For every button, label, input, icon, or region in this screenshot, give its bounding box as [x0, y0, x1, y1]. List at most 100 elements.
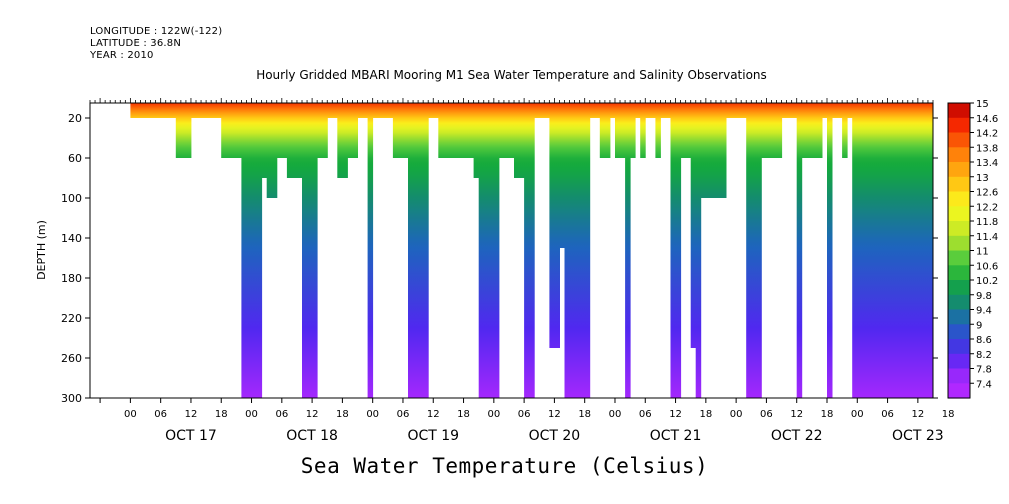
colorbar-swatch — [948, 383, 970, 399]
x-hour-label: 18 — [336, 409, 349, 420]
data-column-8 — [266, 103, 278, 198]
data-column-56 — [821, 103, 828, 118]
data-column-18 — [372, 103, 394, 118]
x-hour-label: 06 — [639, 409, 652, 420]
x-hour-label: 06 — [275, 409, 288, 420]
data-column-7 — [261, 103, 268, 178]
y-tick-label: 220 — [61, 312, 82, 325]
data-column-27 — [498, 103, 515, 158]
data-column-57 — [827, 103, 833, 398]
colorbar-tick-label: 13 — [976, 173, 989, 184]
x-day-label: OCT 19 — [407, 428, 459, 444]
longitude-label: LONGITUDE : 122W(-122) — [90, 26, 223, 37]
colorbar-tick-label: 10.6 — [976, 261, 998, 272]
x-hour-label: 12 — [548, 409, 561, 420]
x-hour-label: 06 — [881, 409, 894, 420]
colorbar-tick-label: 11.4 — [976, 232, 998, 243]
x-day-label: OCT 18 — [286, 428, 338, 444]
chart-title: Hourly Gridded MBARI Mooring M1 Sea Wate… — [256, 68, 767, 82]
data-column-26 — [488, 103, 500, 398]
data-column-47 — [690, 103, 697, 348]
colorbar-swatch — [948, 117, 970, 134]
data-column-42 — [645, 103, 656, 118]
data-column-11 — [302, 103, 318, 398]
plot-frame — [89, 102, 934, 399]
data-column-36 — [609, 103, 616, 118]
colorbar-tick-label: 13.4 — [976, 158, 998, 169]
x-hour-label: 12 — [306, 409, 319, 420]
data-column-20 — [408, 103, 424, 398]
x-day-label: OCT 21 — [650, 428, 702, 444]
data-column-19 — [392, 103, 409, 158]
colorbar-tick-label: 13.8 — [976, 143, 998, 154]
data-column-34 — [589, 103, 601, 118]
colorbar-swatch — [948, 280, 970, 296]
data-column-13 — [327, 103, 338, 118]
data-column-28 — [514, 103, 525, 178]
data-column-55 — [801, 103, 823, 158]
x-hour-label: 18 — [942, 409, 955, 420]
data-column-16 — [357, 103, 369, 118]
x-day-label: OCT 17 — [165, 428, 217, 444]
x-hour-label: 18 — [699, 409, 712, 420]
y-tick-label: 100 — [61, 192, 82, 205]
colorbar-swatch — [948, 176, 970, 193]
data-column-23 — [438, 103, 475, 158]
data-column-46 — [680, 103, 692, 158]
x-hour-label: 18 — [215, 409, 228, 420]
x-hour-label: 18 — [578, 409, 591, 420]
x-hour-label: 12 — [790, 409, 803, 420]
y-tick-label: 60 — [68, 152, 82, 165]
colorbar-tick-label: 9 — [976, 320, 982, 331]
data-column-54 — [796, 103, 803, 398]
data-column-48 — [695, 103, 702, 398]
x-hour-label: 18 — [457, 409, 470, 420]
x-hour-label: 12 — [185, 409, 198, 420]
x-hour-label: 06 — [154, 409, 167, 420]
colorbar-swatch — [948, 235, 970, 252]
x-hour-label: 00 — [245, 409, 258, 420]
data-column-38 — [625, 103, 631, 398]
data-column-3 — [211, 103, 222, 118]
colorbar-swatch — [948, 221, 970, 237]
plot-border — [89, 102, 934, 399]
data-column-24 — [473, 103, 480, 178]
colorbar-swatch — [948, 309, 970, 325]
colorbar-swatch — [948, 206, 970, 222]
x-hour-label: 00 — [851, 409, 864, 420]
data-column-29 — [524, 103, 535, 398]
data-column-1 — [175, 103, 192, 158]
data-column-9 — [276, 103, 288, 158]
x-day-label: OCT 22 — [771, 428, 823, 444]
colorbar-swatch — [948, 147, 970, 163]
data-column-39 — [630, 103, 636, 158]
colorbar-border — [947, 102, 971, 399]
year-label: YEAR : 2010 — [90, 50, 154, 61]
colorbar-tick-label: 8.6 — [976, 335, 992, 346]
colorbar-tick-label: 9.4 — [976, 306, 992, 317]
x-hour-label: 06 — [760, 409, 773, 420]
data-column-51 — [746, 103, 762, 398]
colorbar-swatch — [948, 132, 970, 148]
data-column-12 — [317, 103, 328, 158]
data-column-44 — [660, 103, 671, 118]
colorbar-swatch — [948, 250, 970, 266]
data-column-6 — [251, 103, 263, 398]
data-column-61 — [852, 103, 904, 398]
x-day-label: OCT 23 — [892, 428, 944, 444]
colorbar-swatch — [948, 191, 970, 207]
colorbar-tick-label: 7.8 — [976, 365, 992, 376]
colorbar-tick-label: 11.8 — [976, 217, 998, 228]
y-tick-label: 260 — [61, 352, 82, 365]
data-column-21 — [423, 103, 429, 398]
data-layer — [130, 103, 934, 398]
y-tick-label: 300 — [61, 392, 82, 405]
data-column-31 — [549, 103, 560, 348]
colorbar-swatch — [948, 339, 970, 355]
colorbar-tick-label: 10.2 — [976, 276, 998, 287]
colorbar-swatch — [948, 103, 970, 119]
colorbar-tick-label: 12.2 — [976, 202, 998, 213]
data-column-40 — [635, 103, 641, 118]
